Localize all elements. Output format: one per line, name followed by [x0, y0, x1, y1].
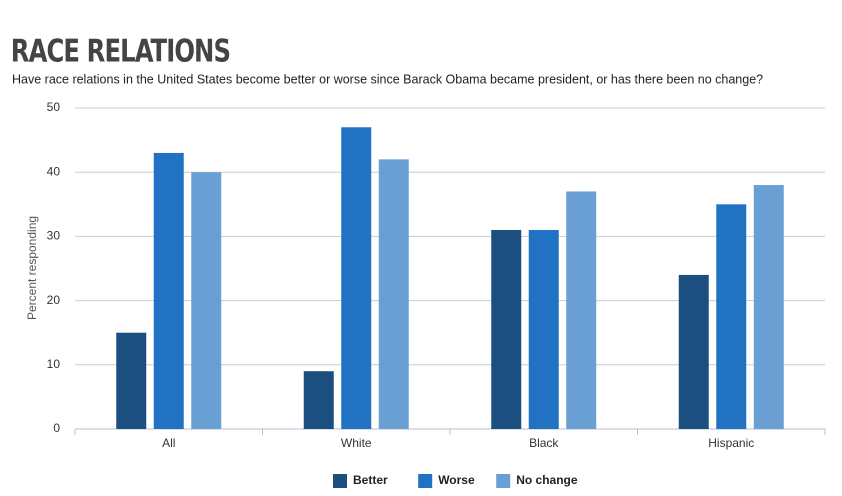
x-tick-label: All [162, 436, 175, 450]
legend-swatch [496, 474, 511, 488]
bar [716, 204, 747, 429]
y-tick-label: 40 [47, 164, 61, 178]
bar [191, 172, 222, 429]
bar [753, 185, 784, 429]
bar [341, 127, 372, 429]
bar [303, 371, 334, 429]
legend-label: No change [516, 473, 578, 487]
x-tick-label: Hispanic [708, 436, 754, 450]
legend-label: Worse [438, 473, 475, 487]
x-tick-label: Black [529, 436, 559, 450]
chart-subtitle: Have race relations in the United States… [12, 72, 763, 86]
legend-swatch [418, 474, 433, 488]
bar [528, 229, 559, 429]
y-tick-label: 30 [47, 229, 61, 243]
bar [378, 159, 409, 430]
bar [491, 229, 522, 429]
legend-swatch [333, 474, 347, 488]
y-tick-label: 0 [53, 421, 60, 435]
y-axis-label: Percent responding [25, 216, 39, 320]
bar [153, 152, 184, 429]
y-tick-label: 10 [47, 357, 61, 371]
y-tick-label: 50 [47, 100, 61, 114]
legend-label: Better [353, 473, 388, 487]
bar [116, 332, 147, 429]
x-tick-label: White [341, 436, 372, 450]
y-tick-label: 20 [47, 293, 61, 307]
bar [678, 274, 709, 429]
chart-title: RACE RELATIONS [11, 33, 230, 70]
bar [566, 191, 597, 429]
